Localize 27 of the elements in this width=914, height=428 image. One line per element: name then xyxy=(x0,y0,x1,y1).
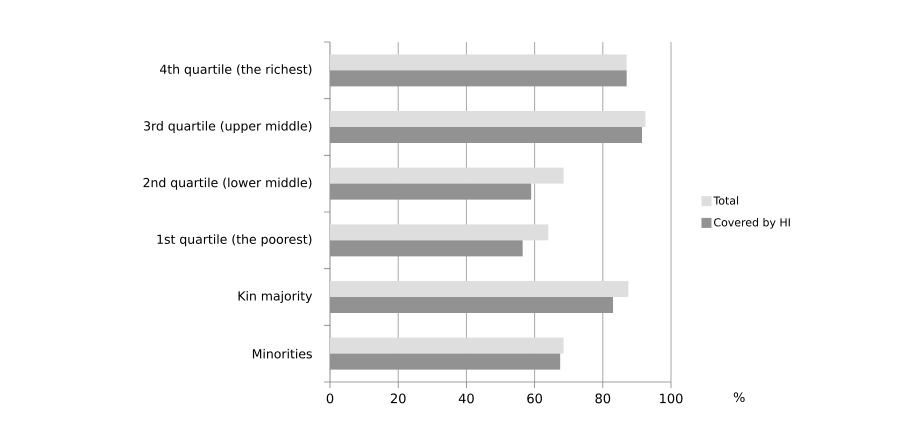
bar xyxy=(330,127,642,144)
bar xyxy=(330,281,628,298)
x-tick-label: 100 xyxy=(660,394,682,404)
x-tick-label: 60 xyxy=(527,394,542,404)
bar xyxy=(330,240,523,256)
x-tick-label: 80 xyxy=(595,394,610,404)
bar xyxy=(330,54,627,70)
x-axis-title: % xyxy=(734,392,745,402)
bar xyxy=(330,168,564,184)
y-tick-label: Minorities xyxy=(252,348,312,358)
bar xyxy=(330,338,564,354)
bar xyxy=(330,70,627,86)
legend-label: Covered by HI xyxy=(714,218,790,229)
bar xyxy=(330,354,560,370)
bar xyxy=(330,111,646,128)
y-tick-label: Kin majority xyxy=(238,290,312,304)
legend-label: Total xyxy=(713,196,738,205)
bar xyxy=(330,224,548,240)
y-tick-label: 2nd quartile (lower middle) xyxy=(143,178,312,190)
x-tick-label: 0 xyxy=(326,394,334,404)
x-tick-label: 40 xyxy=(458,394,474,404)
bar xyxy=(330,297,614,314)
y-tick-label: 4th quartile (the richest) xyxy=(160,64,312,76)
bar xyxy=(330,184,532,200)
y-tick-label: 1st quartile (the poorest) xyxy=(157,234,312,246)
x-tick-label: 20 xyxy=(390,394,406,404)
y-tick-label: 3rd quartile (upper middle) xyxy=(144,120,312,134)
